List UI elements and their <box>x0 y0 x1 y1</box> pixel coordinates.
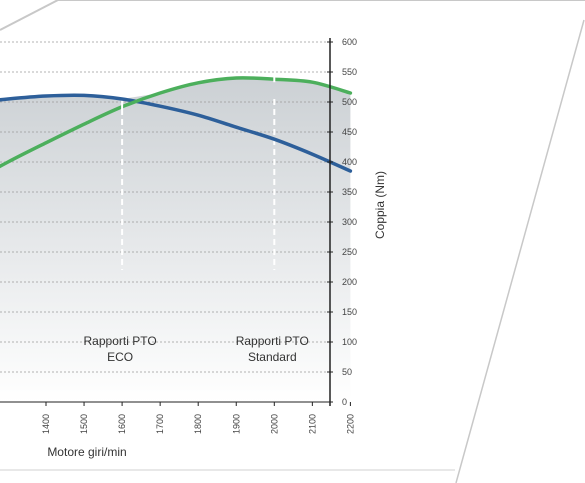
y-tick-label: 150 <box>342 307 357 317</box>
y-tick-label: 250 <box>342 247 357 257</box>
y-axis-title: Coppia (Nm) <box>373 171 387 239</box>
x-tick-label: 1400 <box>41 414 51 434</box>
x-tick-label: 1600 <box>117 414 127 434</box>
y-tick-label: 550 <box>342 67 357 77</box>
y-tick-label: 600 <box>342 37 357 47</box>
y-tick-label: 200 <box>342 277 357 287</box>
frame-right-edge <box>455 19 585 483</box>
series-line-2 <box>0 76 353 169</box>
x-tick-label: 1800 <box>193 414 203 434</box>
y-tick-label: 0 <box>342 397 347 407</box>
series-line-1 <box>0 93 353 173</box>
x-tick-label: 2000 <box>269 414 279 434</box>
y-tick-label: 400 <box>342 157 357 167</box>
y-tick-label: 450 <box>342 127 357 137</box>
pto-label-2-line1: Rapporti PTO <box>236 334 309 348</box>
x-tick-label: 2100 <box>307 414 317 434</box>
x-tick-label: 2200 <box>345 414 355 434</box>
chart-area-fill <box>0 78 351 402</box>
y-tick-label: 100 <box>342 337 357 347</box>
x-tick-label: 1500 <box>79 414 89 434</box>
pto-label-2-line2: Standard <box>248 350 297 364</box>
y-tick-label: 300 <box>342 217 357 227</box>
y-tick-label: 50 <box>342 367 352 377</box>
pto-label-1-line1: Rapporti PTO <box>84 334 157 348</box>
x-tick-label: 1900 <box>231 414 241 434</box>
frame-top-left-edge <box>0 0 59 31</box>
pto-label-1-line2: ECO <box>107 350 133 364</box>
x-axis-title: Motore giri/min <box>47 445 126 459</box>
x-tick-label: 1700 <box>155 414 165 434</box>
y-tick-label: 350 <box>342 187 357 197</box>
y-tick-label: 500 <box>342 97 357 107</box>
